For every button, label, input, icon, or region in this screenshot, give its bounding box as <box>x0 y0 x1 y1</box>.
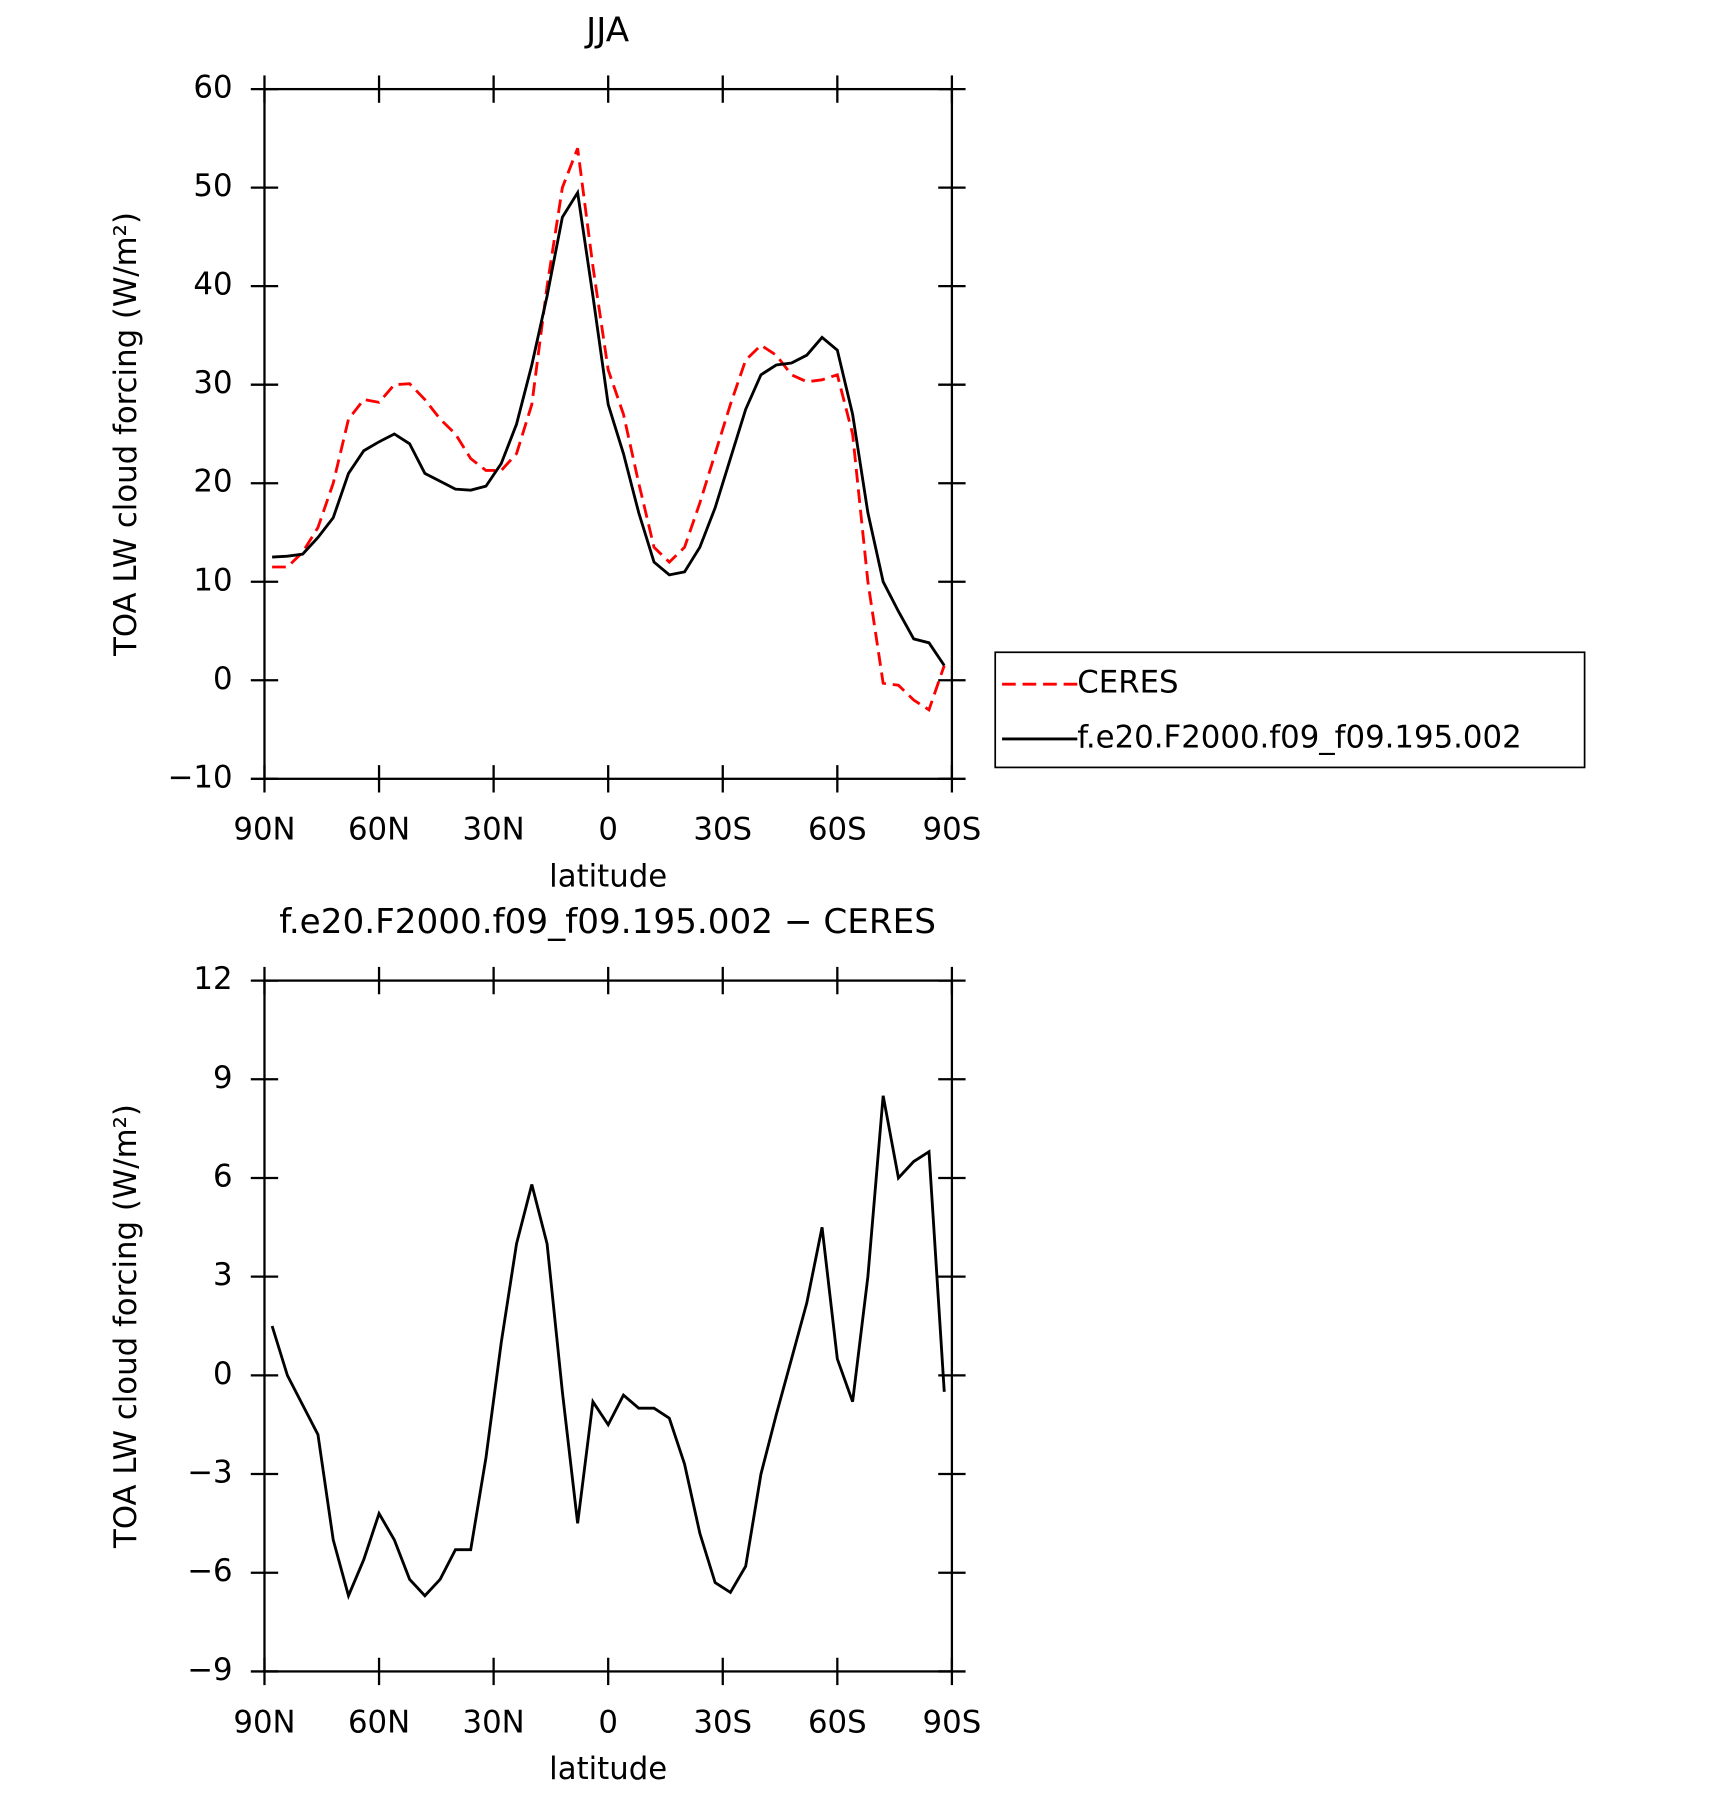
y-tick-label: 50 <box>193 168 232 204</box>
x-tick-label: 90N <box>233 1704 295 1740</box>
y-tick-label: 3 <box>213 1257 233 1293</box>
x-tick-label: 60S <box>808 812 867 848</box>
y-tick-label: 40 <box>193 267 232 303</box>
x-tick-label: 60S <box>808 1704 867 1740</box>
data-line <box>272 188 946 667</box>
y-tick-label: 0 <box>213 661 233 697</box>
y-tick-label: −3 <box>187 1455 232 1491</box>
y-tick-label: 12 <box>193 961 232 997</box>
x-tick-label: 30N <box>463 812 525 848</box>
data-line <box>272 147 946 713</box>
y-axis-label: TOA LW cloud forcing (W/m²) <box>108 212 144 657</box>
legend-box <box>994 651 1586 769</box>
x-tick-label: 0 <box>598 1704 618 1740</box>
x-axis-label: latitude <box>549 1751 667 1787</box>
y-tick-label: 9 <box>213 1060 233 1096</box>
plot-frame <box>263 979 954 1673</box>
x-tick-label: 0 <box>598 812 618 848</box>
legend-label: CERES <box>1077 665 1178 701</box>
y-tick-label: 30 <box>193 365 232 401</box>
y-tick-label: −10 <box>168 759 233 795</box>
x-tick-label: 30S <box>693 1704 752 1740</box>
y-tick-label: −9 <box>187 1652 232 1688</box>
y-axis-label: TOA LW cloud forcing (W/m²) <box>108 1104 144 1549</box>
y-tick-label: 60 <box>193 70 232 106</box>
x-tick-label: 60N <box>348 1704 410 1740</box>
y-tick-label: −6 <box>187 1553 232 1589</box>
y-tick-label: 0 <box>213 1356 233 1392</box>
data-line <box>270 1095 946 1601</box>
x-tick-label: 30S <box>693 812 752 848</box>
x-tick-label: 90S <box>923 812 982 848</box>
x-tick-label: 90S <box>923 1704 982 1740</box>
y-tick-label: 10 <box>193 562 232 598</box>
chart-title: JJA <box>584 11 630 51</box>
x-tick-label: 30N <box>463 1704 525 1740</box>
chart-title: f.e20.F2000.f09_f09.195.002 − CERES <box>279 902 936 942</box>
x-axis-label: latitude <box>549 858 667 894</box>
x-tick-label: 60N <box>348 812 410 848</box>
legend-label: f.e20.F2000.f09_f09.195.002 <box>1077 719 1521 755</box>
y-tick-label: 20 <box>193 464 232 500</box>
plot-frame <box>263 87 954 780</box>
y-tick-label: 6 <box>213 1158 233 1194</box>
x-tick-label: 90N <box>233 812 295 848</box>
